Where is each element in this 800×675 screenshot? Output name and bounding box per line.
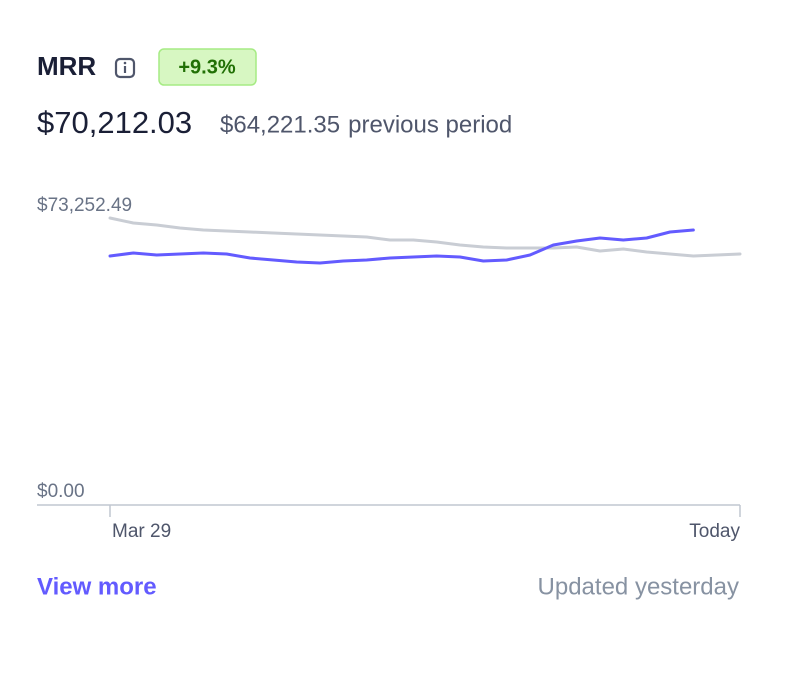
y-tick-label: $73,252.49 xyxy=(37,195,132,216)
x-tick-label: Today xyxy=(689,521,740,542)
y-tick-label: $0.00 xyxy=(37,481,85,502)
change-badge xyxy=(158,48,257,86)
series-line xyxy=(108,216,742,258)
x-tick-label: Mar 29 xyxy=(112,521,171,542)
series-line xyxy=(108,228,695,265)
card-title: MRR xyxy=(37,51,96,81)
info-icon[interactable] xyxy=(114,57,136,79)
view-more-link[interactable]: View more xyxy=(37,573,157,600)
change-badge-text: +9.3% xyxy=(178,56,235,78)
updated-status: Updated yesterday xyxy=(538,573,739,600)
previous-value: $64,221.35 xyxy=(220,111,340,138)
previous-label: previous period xyxy=(348,111,512,138)
current-value: $70,212.03 xyxy=(37,105,192,140)
